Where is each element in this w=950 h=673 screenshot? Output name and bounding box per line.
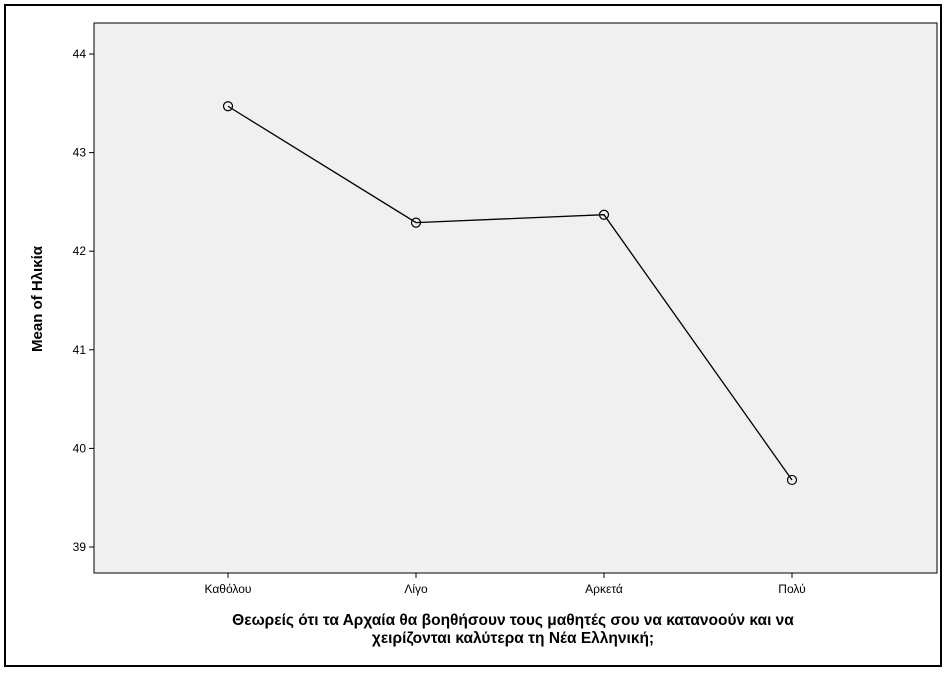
data-markers — [222, 101, 798, 486]
y-axis-label: Mean of Ηλικία — [29, 245, 46, 352]
x-axis: Καθόλου Λίγο Αρκετά Πολύ — [205, 573, 806, 596]
series-line — [227, 105, 793, 481]
data-point-marker — [598, 209, 610, 220]
y-tick-label: 42 — [73, 244, 87, 258]
y-tick-label: 44 — [73, 47, 87, 61]
x-axis-label-line-2: χειρίζονται καλύτερα τη Νέα Ελληνική; — [372, 630, 654, 647]
y-tick-label: 39 — [73, 540, 87, 554]
x-tick-label: Λίγο — [404, 582, 428, 596]
plot-area — [93, 22, 938, 574]
y-axis: 39 40 41 42 43 44 — [73, 47, 94, 554]
x-axis-label-line-1: Θεωρείς ότι τα Αρχαία θα βοηθήσουν τους … — [232, 612, 794, 629]
data-point-marker — [786, 474, 798, 486]
y-tick-label: 40 — [73, 441, 87, 455]
y-tick-label: 43 — [73, 146, 87, 160]
y-tick-label: 41 — [73, 343, 87, 357]
x-tick-label: Αρκετά — [585, 582, 623, 596]
x-tick-label: Καθόλου — [205, 582, 252, 596]
data-point-marker — [410, 217, 422, 228]
x-tick-label: Πολύ — [778, 582, 805, 596]
data-point-marker — [222, 101, 234, 112]
